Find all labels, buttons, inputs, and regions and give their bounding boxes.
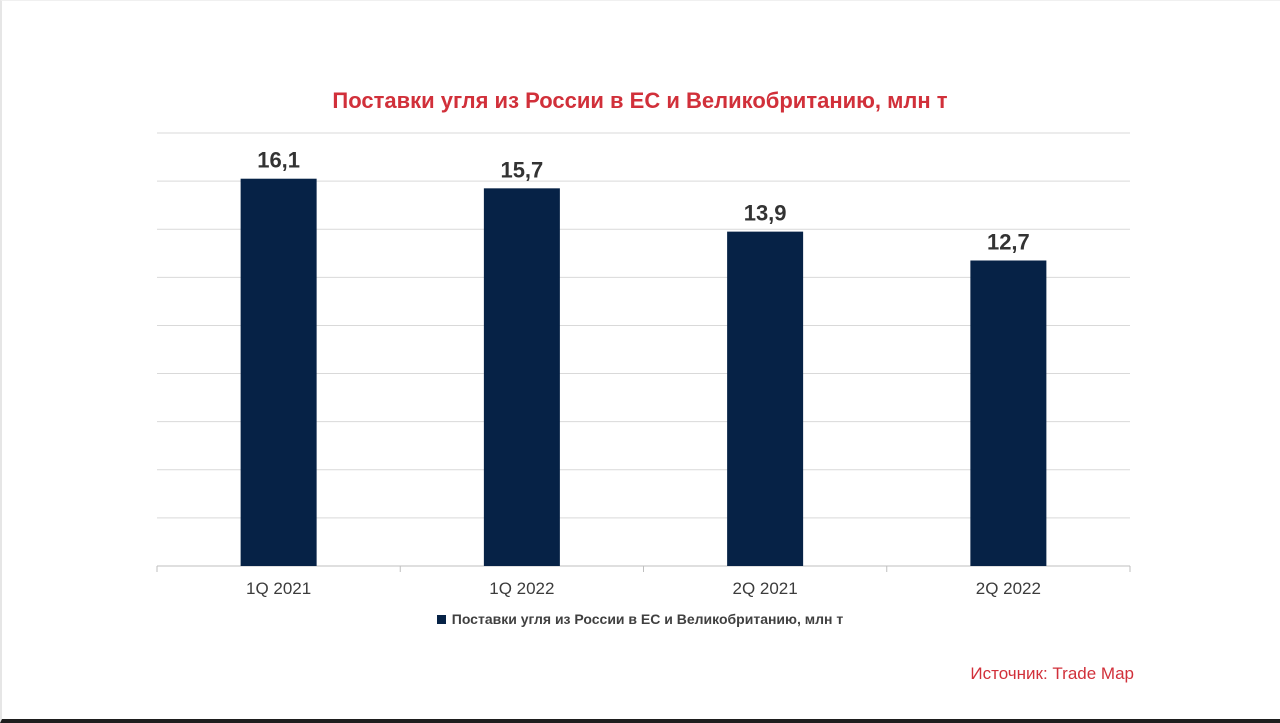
x-tick-label: 1Q 2022 xyxy=(489,579,554,598)
chart-title: Поставки угля из России в ЕС и Великобри… xyxy=(332,88,948,113)
data-label: 12,7 xyxy=(987,229,1030,254)
legend-swatch xyxy=(436,614,446,624)
data-label: 15,7 xyxy=(500,157,543,182)
bar xyxy=(970,260,1047,566)
bar xyxy=(727,231,804,566)
bar xyxy=(240,178,317,566)
x-tick-label: 2Q 2021 xyxy=(733,579,798,598)
data-label: 13,9 xyxy=(744,201,787,226)
x-tick-label: 2Q 2022 xyxy=(976,579,1041,598)
chart-legend: Поставки угля из России в ЕС и Великобри… xyxy=(0,611,1280,627)
source-note: Источник: Trade Map xyxy=(970,664,1134,683)
legend-label: Поставки угля из России в ЕС и Великобри… xyxy=(451,611,844,627)
data-label: 16,1 xyxy=(257,148,300,173)
bar xyxy=(483,188,560,567)
x-tick-label: 1Q 2021 xyxy=(246,579,311,598)
